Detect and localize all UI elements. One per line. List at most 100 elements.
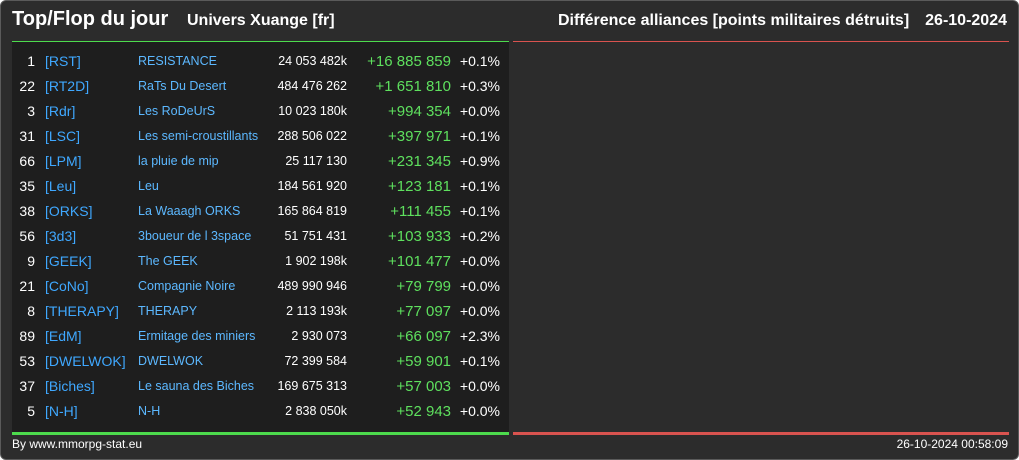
alliance-name-link[interactable]: Ermitage des miniers bbox=[138, 329, 256, 343]
alliance-name-link[interactable]: La Waaagh ORKS bbox=[138, 204, 241, 218]
table-row: 35 [Leu] Leu 184 561 920 +123 181 +0.1% bbox=[12, 174, 509, 199]
percent-change: +2.3% bbox=[459, 328, 500, 344]
table-row: 5 [N-H] N-H 2 838 050k +52 943 +0.0% bbox=[12, 399, 509, 424]
alliance-name-link[interactable]: The GEEK bbox=[138, 254, 198, 268]
alliance-tag-link[interactable]: [3d3] bbox=[45, 228, 77, 244]
alliance-points: 24 053 482k bbox=[278, 54, 347, 68]
alliance-points: 1 902 198k bbox=[285, 254, 347, 268]
percent-change: +0.1% bbox=[459, 203, 500, 219]
alliance-tag-link[interactable]: [ORKS] bbox=[45, 203, 93, 219]
rank-number: 66 bbox=[19, 153, 35, 169]
points-difference: +16 885 859 bbox=[367, 53, 451, 70]
alliance-points: 25 117 130 bbox=[285, 154, 347, 168]
ranking-subtitle: Différence alliances [points militaires … bbox=[557, 12, 910, 29]
alliance-points: 10 023 180k bbox=[278, 104, 347, 118]
percent-change: +0.0% bbox=[459, 253, 500, 269]
alliance-tag-link[interactable]: [Rdr] bbox=[45, 103, 76, 119]
points-difference: +66 097 bbox=[396, 328, 451, 345]
points-difference: +103 933 bbox=[388, 228, 451, 245]
top-ranking-panel: 1 [RST] RESISTANCE 24 053 482k +16 885 859 +0… bbox=[12, 42, 509, 432]
alliance-tag-link[interactable]: [LSC] bbox=[45, 128, 81, 144]
alliance-points: 184 561 920 bbox=[277, 179, 347, 193]
alliance-name-link[interactable]: Leu bbox=[138, 179, 159, 193]
rank-number: 53 bbox=[19, 353, 35, 369]
alliance-tag-link[interactable]: [N-H] bbox=[45, 403, 78, 419]
alliance-tag-link[interactable]: [DWELWOK] bbox=[45, 353, 126, 369]
table-row: 21 [CoNo] Compagnie Noire 489 990 946 +79 79… bbox=[12, 274, 509, 299]
points-difference: +79 799 bbox=[396, 278, 451, 295]
table-row: 1 [RST] RESISTANCE 24 053 482k +16 885 859 +0… bbox=[12, 49, 509, 74]
ranking-date: 26-10-2024 bbox=[925, 12, 1007, 29]
alliance-name-link[interactable]: la pluie de mip bbox=[138, 154, 219, 168]
alliance-name-link[interactable]: Les RoDeUrS bbox=[138, 104, 216, 118]
percent-change: +0.1% bbox=[459, 53, 500, 69]
percent-change: +0.0% bbox=[459, 303, 500, 319]
points-difference: +994 354 bbox=[388, 103, 451, 120]
alliance-tag-link[interactable]: [CoNo] bbox=[45, 278, 89, 294]
percent-change: +0.0% bbox=[459, 278, 500, 294]
alliance-tag-link[interactable]: [Biches] bbox=[45, 378, 95, 394]
table-row: 9 [GEEK] The GEEK 1 902 198k +101 477 +0.0% bbox=[12, 249, 509, 274]
top-bottom-line bbox=[12, 432, 509, 435]
alliance-name-link[interactable]: N-H bbox=[138, 404, 161, 418]
alliance-name-link[interactable]: RESISTANCE bbox=[138, 54, 217, 68]
alliance-tag-link[interactable]: [RT2D] bbox=[45, 78, 90, 94]
rank-number: 31 bbox=[19, 128, 35, 144]
alliance-points: 489 990 946 bbox=[277, 279, 347, 293]
alliance-points: 72 399 584 bbox=[284, 354, 347, 368]
table-row: 89 [EdM] Ermitage des miniers 2 930 073 +66 … bbox=[12, 324, 509, 349]
alliance-name-link[interactable]: DWELWOK bbox=[138, 354, 204, 368]
table-row: 3 [Rdr] Les RoDeUrS 10 023 180k +994 354 +0.0… bbox=[12, 99, 509, 124]
alliance-tag-link[interactable]: [Leu] bbox=[45, 178, 77, 194]
table-row: 53 [DWELWOK] DWELWOK 72 399 584 +59 901 +0.1% bbox=[12, 349, 509, 374]
rank-number: 5 bbox=[27, 403, 35, 419]
percent-change: +0.3% bbox=[459, 78, 500, 94]
alliance-name-link[interactable]: RaTs Du Desert bbox=[138, 79, 227, 93]
alliance-points: 169 675 313 bbox=[277, 379, 347, 393]
rank-number: 89 bbox=[19, 328, 35, 344]
alliance-name-link[interactable]: Compagnie Noire bbox=[138, 279, 236, 293]
alliance-name-link[interactable]: THERAPY bbox=[138, 304, 198, 318]
page-title: Top/Flop du jour bbox=[12, 8, 169, 30]
alliance-name-link[interactable]: 3boueur de l 3space bbox=[138, 229, 252, 243]
alliance-name-link[interactable]: Le sauna des Biches bbox=[138, 379, 255, 393]
universe-label: Univers Xuange [fr] bbox=[187, 12, 335, 29]
points-difference: +231 345 bbox=[388, 153, 451, 170]
percent-change: +0.2% bbox=[459, 228, 500, 244]
site-credit-link[interactable]: By www.mmorpg-stat.eu bbox=[12, 437, 143, 451]
percent-change: +0.0% bbox=[459, 103, 500, 119]
rank-number: 35 bbox=[19, 178, 35, 194]
rank-number: 38 bbox=[19, 203, 35, 219]
table-row: 8 [THERAPY] THERAPY 2 113 193k +77 097 +0.0% bbox=[12, 299, 509, 324]
alliance-points: 51 751 431 bbox=[284, 229, 347, 243]
percent-change: +0.1% bbox=[459, 128, 500, 144]
rank-number: 37 bbox=[19, 378, 35, 394]
rank-number: 56 bbox=[19, 228, 35, 244]
table-row: 22 [RT2D] RaTs Du Desert 484 476 262 +1 651 … bbox=[12, 74, 509, 99]
percent-change: +0.1% bbox=[459, 178, 500, 194]
flop-ranking-panel bbox=[513, 42, 1009, 432]
alliance-tag-link[interactable]: [RST] bbox=[45, 53, 81, 69]
flop-bottom-line bbox=[513, 432, 1009, 435]
rank-number: 3 bbox=[27, 103, 35, 119]
alliance-points: 165 864 819 bbox=[277, 204, 347, 218]
rank-number: 8 bbox=[27, 303, 35, 319]
alliance-tag-link[interactable]: [GEEK] bbox=[45, 253, 92, 269]
alliance-points: 484 476 262 bbox=[277, 79, 347, 93]
points-difference: +1 651 810 bbox=[375, 78, 452, 95]
points-difference: +111 455 bbox=[390, 203, 451, 220]
table-row: 66 [LPM] la pluie de mip 25 117 130 +231 345… bbox=[12, 149, 509, 174]
alliance-points: 288 506 022 bbox=[277, 129, 347, 143]
points-difference: +57 003 bbox=[396, 378, 451, 395]
alliance-tag-link[interactable]: [THERAPY] bbox=[45, 303, 119, 319]
alliance-tag-link[interactable]: [EdM] bbox=[45, 328, 82, 344]
points-difference: +59 901 bbox=[396, 353, 451, 370]
rank-number: 22 bbox=[19, 78, 35, 94]
percent-change: +0.0% bbox=[459, 403, 500, 419]
alliance-name-link[interactable]: Les semi-croustillants bbox=[138, 129, 259, 143]
alliance-tag-link[interactable]: [LPM] bbox=[45, 153, 82, 169]
points-difference: +101 477 bbox=[388, 253, 451, 270]
percent-change: +0.1% bbox=[459, 353, 500, 369]
alliance-points: 2 838 050k bbox=[285, 404, 347, 418]
